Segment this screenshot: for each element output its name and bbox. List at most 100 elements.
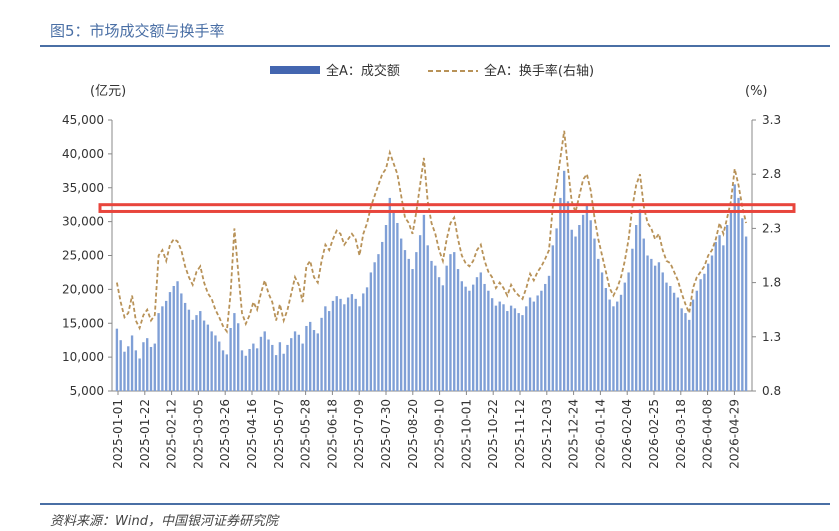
bar — [191, 319, 194, 391]
bar — [737, 197, 740, 391]
bar — [271, 344, 274, 391]
x-tick-label: 2025-06-18 — [325, 399, 339, 469]
bar — [570, 229, 573, 391]
legend-bar-swatch — [270, 66, 320, 74]
bar — [691, 299, 695, 391]
bar — [214, 335, 217, 391]
y-tick-label: 20,000 — [62, 282, 104, 296]
x-tick-label: 2025-04-16 — [245, 399, 259, 469]
x-tick-label: 2025-05-07 — [272, 399, 286, 469]
bar — [396, 222, 399, 391]
bar — [146, 338, 149, 391]
bar — [286, 344, 289, 391]
bar — [157, 313, 160, 391]
bar — [430, 260, 433, 391]
bar — [559, 197, 562, 391]
x-tick-label: 2025-12-03 — [540, 399, 554, 469]
y-tick-label: 5,000 — [70, 384, 104, 398]
bar — [581, 214, 585, 391]
bar — [695, 290, 699, 391]
x-tick-label: 2025-10-22 — [486, 399, 500, 469]
bar — [320, 317, 323, 391]
bar — [434, 265, 437, 391]
bar — [316, 333, 319, 391]
bar — [725, 225, 729, 391]
bar — [274, 355, 278, 391]
x-tick-label: 2025-11-12 — [513, 399, 527, 469]
bar — [562, 170, 566, 391]
bar — [487, 290, 490, 391]
bar — [290, 338, 293, 391]
x-tick-label: 2025-03-05 — [191, 399, 205, 469]
bar — [661, 272, 664, 391]
y2-tick-label: 3.3 — [762, 113, 781, 127]
bar — [653, 265, 657, 391]
bar — [377, 254, 380, 391]
bar — [153, 343, 156, 391]
title-rule — [40, 45, 830, 47]
bar — [597, 258, 600, 391]
x-tick-label: 2025-07-30 — [379, 399, 393, 469]
bar — [733, 184, 736, 391]
bar — [635, 225, 638, 391]
bar — [335, 296, 338, 391]
bar — [237, 323, 240, 391]
x-tick-label: 2026-02-04 — [620, 399, 634, 469]
bar — [475, 277, 479, 391]
bar — [638, 209, 642, 391]
bar — [221, 350, 225, 391]
bar — [350, 294, 354, 391]
bar — [722, 245, 725, 391]
bar — [445, 265, 448, 391]
bar — [362, 293, 365, 391]
bar — [555, 228, 558, 391]
bar — [608, 299, 611, 391]
bar — [161, 306, 164, 391]
bar — [142, 342, 145, 391]
bar — [472, 284, 475, 391]
bar — [490, 298, 494, 391]
bar — [441, 285, 445, 391]
bar — [741, 218, 744, 391]
bar — [149, 346, 153, 391]
highlight-box — [98, 203, 796, 213]
bar — [619, 294, 623, 391]
bar — [392, 211, 395, 391]
bar — [657, 262, 661, 391]
x-tick-label: 2026-02-25 — [647, 399, 661, 469]
chart-title: 图5：市场成交额与换手率 — [50, 22, 225, 40]
x-tick-label: 2025-01-01 — [111, 399, 125, 469]
x-tick-label: 2026-03-18 — [674, 399, 688, 469]
y2-tick-label: 0.8 — [762, 384, 781, 398]
bar — [134, 350, 138, 391]
bar — [240, 350, 244, 391]
turnover-line-series — [116, 130, 747, 334]
bar — [168, 292, 172, 391]
x-tick-label: 2026-01-14 — [593, 399, 607, 469]
bar — [218, 341, 221, 391]
bar — [346, 297, 350, 391]
y2-tick-label: 2.8 — [762, 167, 781, 181]
bar — [411, 269, 414, 391]
bar — [252, 343, 255, 391]
bar — [187, 309, 191, 391]
bar — [210, 331, 213, 391]
bar — [176, 281, 179, 391]
legend-bar-label: 全A：成交额 — [326, 63, 400, 79]
bar — [460, 281, 463, 391]
bar — [248, 348, 251, 391]
bar — [297, 334, 301, 391]
axes: 5,000 10,000 15,000 20,000 25,000 30,000 35,00… — [62, 113, 781, 469]
bar — [354, 298, 357, 391]
bar — [547, 275, 551, 391]
bar — [676, 297, 680, 391]
bar — [305, 325, 308, 391]
bar — [339, 298, 342, 391]
bar — [612, 306, 615, 391]
bar — [164, 300, 168, 391]
y-tick-label: 10,000 — [62, 350, 104, 364]
bar — [422, 214, 426, 391]
bar — [521, 315, 524, 391]
bar — [646, 255, 649, 391]
